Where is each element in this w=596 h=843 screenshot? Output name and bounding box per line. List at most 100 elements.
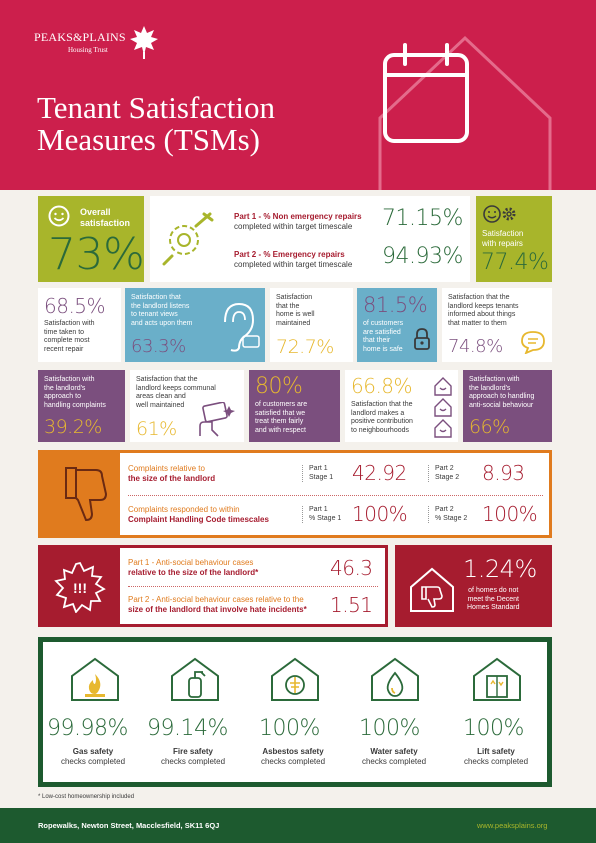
lift-house-icon <box>473 657 521 701</box>
asb-label-d: anti-social behaviour <box>469 401 534 409</box>
part2-repairs-label: Part 2 - % Emergency repairs <box>234 250 345 259</box>
fairly-value: 80% <box>255 374 303 399</box>
neighbourhoods-label-a: Satisfaction that the <box>351 401 413 408</box>
complaints-row2-value1: 100% <box>352 502 408 526</box>
footer-website-link[interactable]: www.peaksplains.org <box>477 821 548 830</box>
footnote: * Low-cost homeownership included <box>38 794 135 800</box>
ear-icon <box>224 302 260 352</box>
safety-sublabel: checks completed <box>60 757 126 766</box>
page-title: Tenant Satisfaction Measures (TSMs) <box>37 92 275 156</box>
complaints-row2-label-b: Complaint Handling Code timescales <box>128 515 269 524</box>
complaints-row1-stage1: Stage 1 <box>309 473 334 481</box>
listens-label-d: and acts upon them <box>131 319 193 327</box>
part2-repairs-value: 94.93% <box>382 244 463 269</box>
header-banner: PEAKS&PLAINS Housing Trust Tenant Satisf… <box>0 0 596 190</box>
listens-label-c: to tenant views <box>131 311 178 318</box>
complaints-row2-label-a: Complaints responded to within <box>128 505 240 514</box>
repairs-card: Part 1 - % Non emergency repairs complet… <box>150 196 470 282</box>
asb-panel: !!! Part 1 - Anti-social behaviour cases… <box>38 545 388 627</box>
safety-value: 100% <box>463 716 524 741</box>
asbestos-house-icon <box>271 657 319 701</box>
thumbs-down-icon <box>65 467 108 522</box>
safety-item: 100% Asbestos safety checks completed <box>243 642 343 782</box>
fairly-label-c: treat them fairly <box>255 418 304 425</box>
complaints-row1-part2: Part 2 <box>435 465 454 472</box>
overall-satisfaction-card: Overall satisfaction 73% <box>38 196 145 282</box>
maintained-value: 72.7% <box>276 336 334 358</box>
time-repair-value: 68.5% <box>44 294 106 318</box>
complaints-divider <box>128 495 543 496</box>
with-repairs-value: 77.4% <box>481 250 549 275</box>
safety-panel: 99.98% Gas safety checks completed 99.14… <box>38 637 552 787</box>
neighbourhoods-label-b: landlord makes a <box>351 409 405 417</box>
house-calendar-icon <box>378 35 552 190</box>
safe-label-a: of customers <box>363 320 404 327</box>
communal-label-b: landlord keeps communal <box>136 384 216 392</box>
svg-text:!!!: !!! <box>73 580 87 596</box>
asb-table: Part 1 - Anti-social behaviour cases rel… <box>120 548 385 624</box>
safety-sublabel: checks completed <box>160 757 226 766</box>
part2-repairs-sublabel: completed within target timescale <box>234 260 353 269</box>
time-repair-label-a: Satisfaction with <box>44 320 95 327</box>
safety-inner: 99.98% Gas safety checks completed 99.14… <box>43 642 547 782</box>
safe-card: 81.5% of customers are satisfied that th… <box>357 288 437 362</box>
listens-card: Satisfaction that the landlord listens t… <box>125 288 265 362</box>
part1-repairs-value: 71.15% <box>382 206 463 231</box>
safety-sublabel: checks completed <box>361 757 427 766</box>
asb-divider <box>128 586 378 587</box>
part1-repairs-sublabel: completed within target timescale <box>234 222 353 231</box>
asb-row2-label-b: size of the landlord that involve hate i… <box>128 605 307 614</box>
water-drop-house-icon <box>371 657 419 701</box>
with-repairs-card: Satisfaction with repairs 77.4% <box>476 196 552 282</box>
smiley-icon <box>48 205 70 227</box>
informed-value: 74.8% <box>448 336 503 357</box>
communal-label-c: areas clean and <box>136 393 186 400</box>
fairly-card: 80% of customers are satisfied that we t… <box>249 370 340 442</box>
decent-homes-label-b: meet the Decent <box>467 595 519 603</box>
time-repair-label-b: time taken to <box>44 328 85 336</box>
communal-label-a: Satisfaction that the <box>136 376 198 383</box>
communal-card: Satisfaction that the landlord keeps com… <box>130 370 244 442</box>
safety-label: Asbestos safety <box>262 747 324 756</box>
with-repairs-label-a: Satisfaction <box>482 229 524 238</box>
fairly-label-b: satisfied that we <box>255 409 306 417</box>
informed-label-a: Satisfaction that the <box>448 294 510 301</box>
complaints-row2-stage1: % Stage 1 <box>309 514 342 522</box>
with-repairs-label-b: with repairs <box>482 239 523 248</box>
complaints-table: Complaints relative to the size of the l… <box>120 453 549 535</box>
extinguisher-house-icon <box>171 657 219 701</box>
overall-label: Overall satisfaction <box>80 207 131 228</box>
neighbourhoods-card: 66.8% Satisfaction that the landlord mak… <box>345 370 458 442</box>
decent-homes-card: 1.24% of homes do not meet the Decent Ho… <box>395 545 552 627</box>
listens-label-a: Satisfaction that <box>131 294 181 301</box>
safety-sublabel: checks completed <box>463 757 529 766</box>
decent-homes-label-a: of homes do not <box>468 587 519 594</box>
alert-burst-icon: !!! <box>54 561 106 613</box>
safety-label: Gas safety <box>72 747 114 756</box>
safety-label: Lift safety <box>477 747 515 756</box>
safety-value: 99.14% <box>147 716 228 741</box>
cleaning-hand-icon <box>199 402 235 437</box>
leaf-icon <box>130 26 158 59</box>
safety-value: 99.98% <box>47 716 128 741</box>
neighbourhoods-value: 66.8% <box>351 374 413 398</box>
complaints-value: 39.2% <box>44 416 102 438</box>
safe-label-c: that their <box>363 337 391 344</box>
complaints-row2-stage2: % Stage 2 <box>435 514 468 522</box>
complaints-row1-value2: 8.93 <box>482 461 525 485</box>
time-repair-label-d: recent repair <box>44 345 84 353</box>
time-repair-card: 68.5% Satisfaction with time taken to co… <box>38 288 121 362</box>
title-line-2: Measures (TSMs) <box>37 122 260 157</box>
footer-address: Ropewalks, Newton Street, Macclesfield, … <box>38 821 220 830</box>
footer: Ropewalks, Newton Street, Macclesfield, … <box>0 808 596 843</box>
complaints-label-d: handling complaints <box>44 401 106 409</box>
informed-label-c: informed about things <box>448 311 516 318</box>
neighbourhoods-label-d: to neighbourhoods <box>351 426 409 434</box>
logo: PEAKS&PLAINS Housing Trust <box>34 30 126 54</box>
safety-sublabel: checks completed <box>260 757 326 766</box>
asb-row1-label-a: Part 1 - Anti-social behaviour cases <box>128 558 254 567</box>
asb-row1-label-b: relative to the size of the landlord* <box>128 568 259 577</box>
title-line-1: Tenant Satisfaction <box>37 90 276 125</box>
maintained-label-b: that the <box>276 302 300 310</box>
smiley-gear-icon <box>483 205 516 223</box>
